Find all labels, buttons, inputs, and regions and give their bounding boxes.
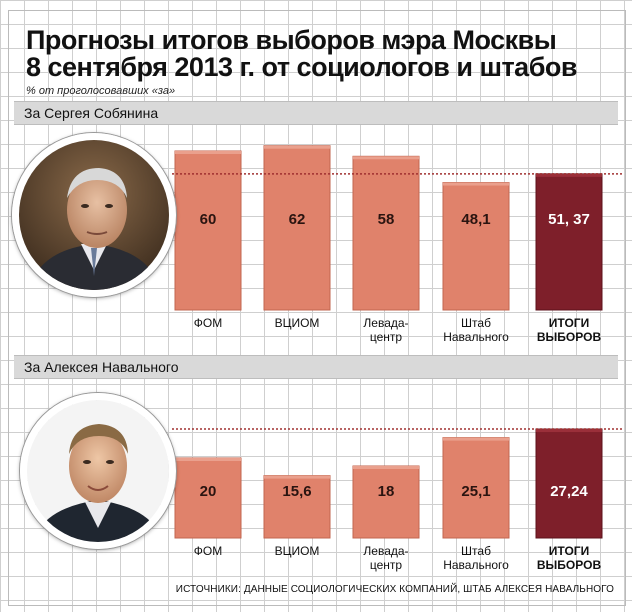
value-label-sobyanin-4: 51, 37	[548, 211, 590, 228]
section-bar-navalny: За Алексея Навального	[14, 355, 618, 379]
section-bar-sobyanin: За Сергея Собянина	[14, 101, 618, 125]
bar-cap-sobyanin-3	[443, 182, 509, 186]
value-label-navalny-3: 25,1	[461, 483, 490, 500]
value-label-navalny-1: 15,6	[282, 483, 311, 500]
value-label-sobyanin-0: 60	[200, 211, 217, 228]
bar-cap-navalny-3	[443, 437, 509, 441]
section-label-navalny: За Алексея Навального	[24, 359, 179, 375]
source-note: ИСТОЧНИКИ: ДАННЫЕ СОЦИОЛОГИЧЕСКИХ КОМПАН…	[175, 584, 614, 595]
bar-navalny-2	[352, 465, 420, 539]
chart-title-line-1: Прогнозы итогов выборов мэра Москвы	[26, 25, 557, 55]
value-label-navalny-4: 27,24	[550, 483, 588, 500]
category-label-navalny-4: ИТОГИ ВЫБОРОВ	[536, 544, 602, 572]
section-label-sobyanin: За Сергея Собянина	[24, 105, 159, 121]
bar-navalny-4	[535, 428, 603, 539]
bar-navalny-3	[442, 437, 510, 539]
bar-cap-sobyanin-1	[264, 145, 330, 149]
bar-sobyanin-4	[535, 173, 603, 311]
portrait-navalny	[20, 393, 176, 549]
bar-sobyanin-3	[442, 182, 510, 311]
category-label-sobyanin-0: ФОМ	[193, 316, 223, 330]
bar-cap-navalny-1	[264, 475, 330, 479]
chart-title-line-2: 8 сентября 2013 г. от социологов и штабо…	[26, 52, 577, 82]
category-label-sobyanin-2: Левада-центр	[363, 316, 409, 344]
category-label-sobyanin-1: ВЦИОМ	[274, 316, 320, 330]
chart-frame	[8, 10, 626, 606]
value-label-navalny-2: 18	[378, 483, 395, 500]
category-label-navalny-2: Левада-центр	[363, 544, 409, 572]
bar-cap-sobyanin-2	[353, 156, 419, 160]
category-label-navalny-0: ФОМ	[193, 544, 223, 558]
bar-sobyanin-0	[174, 150, 242, 311]
category-label-navalny-3: Штаб Навального	[443, 544, 509, 572]
bar-cap-sobyanin-0	[175, 151, 241, 154]
bar-sobyanin-2	[352, 155, 420, 311]
bar-navalny-0	[174, 457, 242, 539]
value-label-sobyanin-1: 62	[289, 211, 306, 228]
category-label-navalny-1: ВЦИОМ	[274, 544, 320, 558]
value-label-sobyanin-2: 58	[378, 211, 395, 228]
portrait-sobyanin	[12, 133, 176, 297]
bar-sobyanin-1	[263, 145, 331, 311]
value-label-sobyanin-3: 48,1	[461, 211, 490, 228]
bar-cap-sobyanin-4	[536, 173, 602, 177]
value-label-navalny-0: 20	[200, 483, 217, 500]
bar-navalny-1	[263, 475, 331, 539]
bar-cap-navalny-2	[353, 466, 419, 469]
bar-cap-navalny-0	[175, 458, 241, 461]
bar-cap-navalny-4	[536, 429, 602, 433]
category-label-sobyanin-3: Штаб Навального	[443, 316, 509, 344]
chart-subtitle: % от проголосовавших «за»	[26, 85, 176, 97]
category-label-sobyanin-4: ИТОГИ ВЫБОРОВ	[536, 316, 602, 344]
